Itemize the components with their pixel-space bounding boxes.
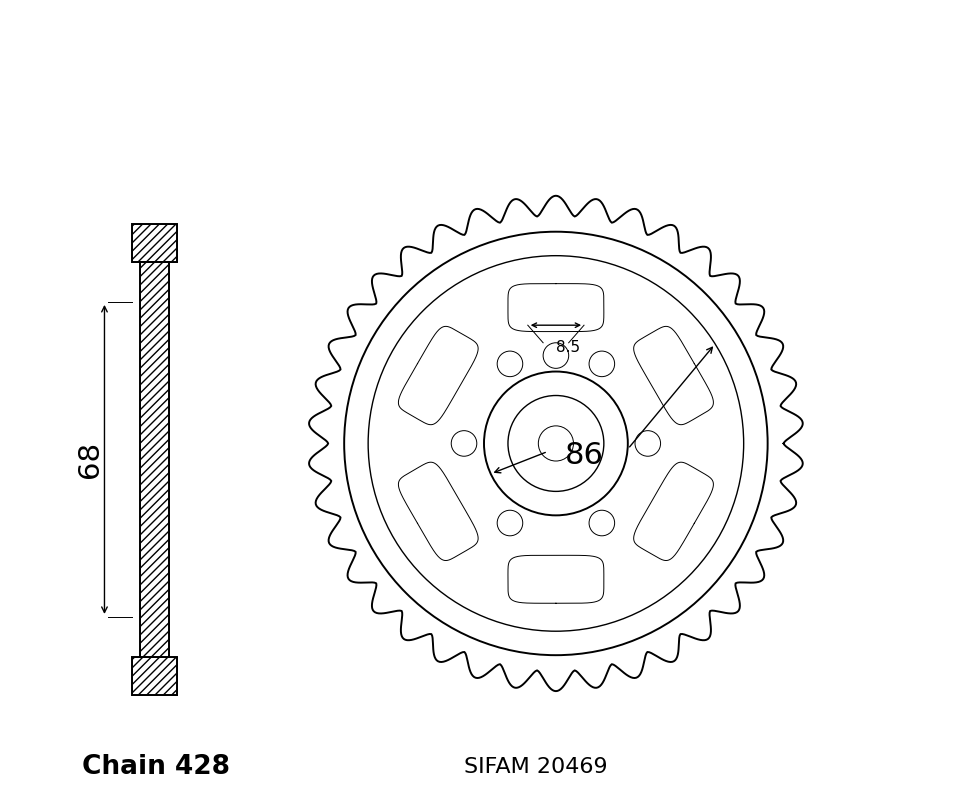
Bar [132,224,178,262]
Bar [132,657,178,695]
Bar [140,262,169,657]
Text: Chain 428: Chain 428 [83,754,230,780]
Text: SIFAM 20469: SIFAM 20469 [464,757,608,777]
Bar [132,224,178,262]
Bar [140,262,169,657]
Bar [132,657,178,695]
Text: 68: 68 [76,441,104,478]
Text: 8.5: 8.5 [556,340,580,355]
Text: 86: 86 [564,441,603,470]
